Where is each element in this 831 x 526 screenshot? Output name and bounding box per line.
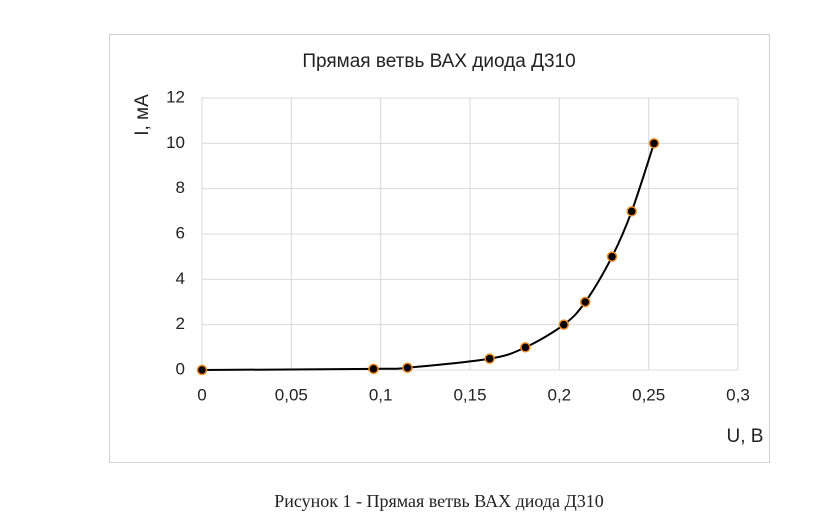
chart-frame: [109, 34, 770, 463]
chart-title: Прямая ветвь ВАХ диода Д310: [302, 51, 575, 72]
data-point: [196, 364, 208, 376]
x-tick-label: 0,3: [726, 385, 750, 404]
y-tick-label: 2: [176, 314, 185, 333]
y-tick-label: 4: [176, 269, 185, 288]
x-tick-label: 0,05: [275, 385, 308, 404]
x-tick-label: 0,25: [632, 385, 665, 404]
data-point: [579, 296, 591, 308]
x-axis-label: U, В: [727, 426, 764, 447]
y-tick-label: 8: [176, 178, 185, 197]
data-point: [606, 251, 618, 262]
y-tick-label: 12: [166, 87, 185, 106]
x-tick-label: 0,2: [548, 385, 572, 404]
data-point: [648, 138, 660, 149]
x-tick-label: 0,15: [453, 385, 486, 404]
data-point: [368, 363, 379, 375]
y-tick-label: 6: [176, 223, 185, 242]
x-tick-label: 0,1: [369, 385, 393, 404]
y-tick-label: 0: [176, 359, 185, 378]
data-point: [402, 362, 413, 373]
data-point: [484, 353, 495, 364]
x-tick-label: 0: [197, 385, 206, 404]
data-point: [558, 319, 570, 330]
data-point: [626, 206, 637, 217]
data-point: [520, 342, 531, 353]
figure-caption: Рисунок 1 - Прямая ветвь ВАХ диода Д310: [274, 491, 604, 511]
y-axis-label: I, мА: [132, 94, 153, 136]
y-tick-label: 10: [166, 133, 185, 152]
